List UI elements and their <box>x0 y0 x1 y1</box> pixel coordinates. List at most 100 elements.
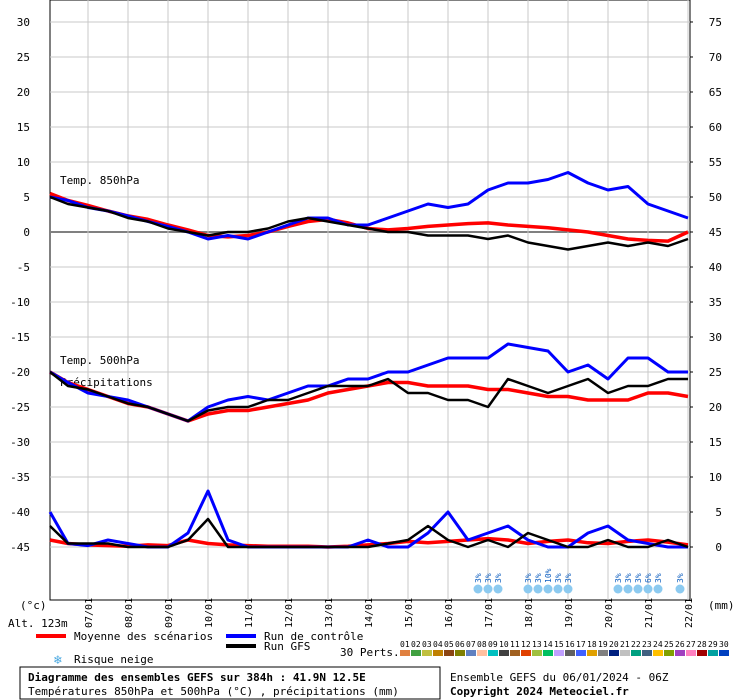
perturbation-label: 12 <box>521 640 531 649</box>
copyright: Copyright 2024 Meteociel.fr <box>450 685 629 698</box>
plot-frame <box>49 0 691 601</box>
perturbation-label: 14 <box>543 640 553 649</box>
perturbation-label: 20 <box>609 640 619 649</box>
perturbation-swatch <box>620 650 630 656</box>
perturbation-label: 02 <box>411 640 421 649</box>
snow-risk-label: 10% <box>544 568 553 583</box>
y-tick-label: -25 <box>10 401 30 414</box>
snow-risk-label: 3% <box>654 573 663 583</box>
perturbation-label: 04 <box>433 640 443 649</box>
perturbation-swatch <box>675 650 685 656</box>
x-tick-label: 21/01 <box>644 598 655 628</box>
y2-tick-label: 0 <box>715 541 722 554</box>
snow-icon <box>633 584 643 594</box>
x-tick-label: 17/01 <box>484 598 495 628</box>
y2-tick-label: 65 <box>709 86 722 99</box>
footer-title: Diagramme des ensembles GEFS sur 384h : … <box>28 671 366 684</box>
snow-icon <box>675 584 685 594</box>
x-tick-label: 14/01 <box>364 598 375 628</box>
perturbation-swatch <box>466 650 476 656</box>
x-tick-label: 10/01 <box>204 598 215 628</box>
snow-risk-label: 3% <box>494 573 503 583</box>
x-tick-label: 08/01 <box>124 598 135 628</box>
snow-risk-label: 3% <box>554 573 563 583</box>
perturbation-label: 26 <box>675 640 685 649</box>
perturbation-label: 13 <box>532 640 542 649</box>
legend-label: Run GFS <box>264 640 310 653</box>
x-tick-label: 15/01 <box>404 598 415 628</box>
perturbation-swatch <box>411 650 421 656</box>
panel-label: Temp. 850hPa <box>60 174 139 187</box>
x-tick-label: 22/01 <box>684 598 695 628</box>
perturbation-swatch <box>609 650 619 656</box>
y-axis-label: (°c) <box>20 599 47 612</box>
perturbation-label: 16 <box>565 640 575 649</box>
y2-tick-label: 75 <box>709 16 722 29</box>
perturbation-label: 09 <box>488 640 498 649</box>
perturbation-swatch <box>400 650 410 656</box>
perturbation-label: 30 <box>719 640 729 649</box>
perturbation-swatch <box>653 650 663 656</box>
snow-risk-label: 3% <box>624 573 633 583</box>
snow-icon <box>523 584 533 594</box>
perturbation-label: 22 <box>631 640 641 649</box>
perturbation-swatch <box>488 650 498 656</box>
snow-risk-label: 6% <box>644 573 653 583</box>
x-tick-label: 11/01 <box>244 598 255 628</box>
perturbation-swatch <box>664 650 674 656</box>
y2-tick-label: 5 <box>715 506 722 519</box>
perturbation-label: 28 <box>697 640 707 649</box>
perturbation-label: 05 <box>444 640 454 649</box>
y-tick-label: -35 <box>10 471 30 484</box>
perturbation-swatch <box>499 650 509 656</box>
y2-tick-label: 20 <box>709 401 722 414</box>
perturbation-swatch <box>719 650 729 656</box>
perturbation-swatch <box>532 650 542 656</box>
perturbation-label: 18 <box>587 640 597 649</box>
y-tick-label: -20 <box>10 366 30 379</box>
snow-risk-label: 3% <box>564 573 573 583</box>
x-tick-label: 12/01 <box>284 598 295 628</box>
perturbation-label: 24 <box>653 640 663 649</box>
snow-icon <box>543 584 553 594</box>
snow-icon <box>483 584 493 594</box>
perturbation-label: 21 <box>620 640 630 649</box>
perturbation-label: 10 <box>499 640 509 649</box>
legend-label: Moyenne des scénarios <box>74 630 213 643</box>
series-line <box>49 195 689 251</box>
perturbation-swatch <box>543 650 553 656</box>
x-tick-label: 19/01 <box>564 598 575 628</box>
y-tick-label: 15 <box>17 121 30 134</box>
y-tick-label: 25 <box>17 51 30 64</box>
perturbation-swatch <box>708 650 718 656</box>
y-tick-label: 20 <box>17 86 30 99</box>
panel-label: Temp. 500hPa <box>60 354 139 367</box>
snow-risk-label: 3% <box>524 573 533 583</box>
snow-risk-label: 3% <box>614 573 623 583</box>
y-tick-label: -30 <box>10 436 30 449</box>
y2-tick-label: 45 <box>709 226 722 239</box>
perturbation-swatch <box>554 650 564 656</box>
snow-icon <box>473 584 483 594</box>
perturbation-label: 29 <box>708 640 718 649</box>
snow-icon: ❄ <box>53 653 62 668</box>
x-tick-label: 07/01 <box>84 598 95 628</box>
x-tick-label: 09/01 <box>164 598 175 628</box>
perturbation-label: 07 <box>466 640 476 649</box>
perturbation-swatch <box>510 650 520 656</box>
legend-label: Run de contrôle <box>264 630 363 643</box>
snow-icon <box>643 584 653 594</box>
y2-tick-label: 15 <box>709 436 722 449</box>
perturbation-label: 08 <box>477 640 487 649</box>
perturbation-swatch <box>631 650 641 656</box>
y-tick-label: 10 <box>17 156 30 169</box>
y-tick-label: -15 <box>10 331 30 344</box>
x-tick-label: 13/01 <box>324 598 335 628</box>
perturbation-label: 23 <box>642 640 652 649</box>
perturbation-swatch <box>444 650 454 656</box>
y-tick-label: -40 <box>10 506 30 519</box>
snow-risk-label: 3% <box>534 573 543 583</box>
perturbation-label: 11 <box>510 640 520 649</box>
y2-tick-label: 50 <box>709 191 722 204</box>
perturbation-label: 27 <box>686 640 696 649</box>
